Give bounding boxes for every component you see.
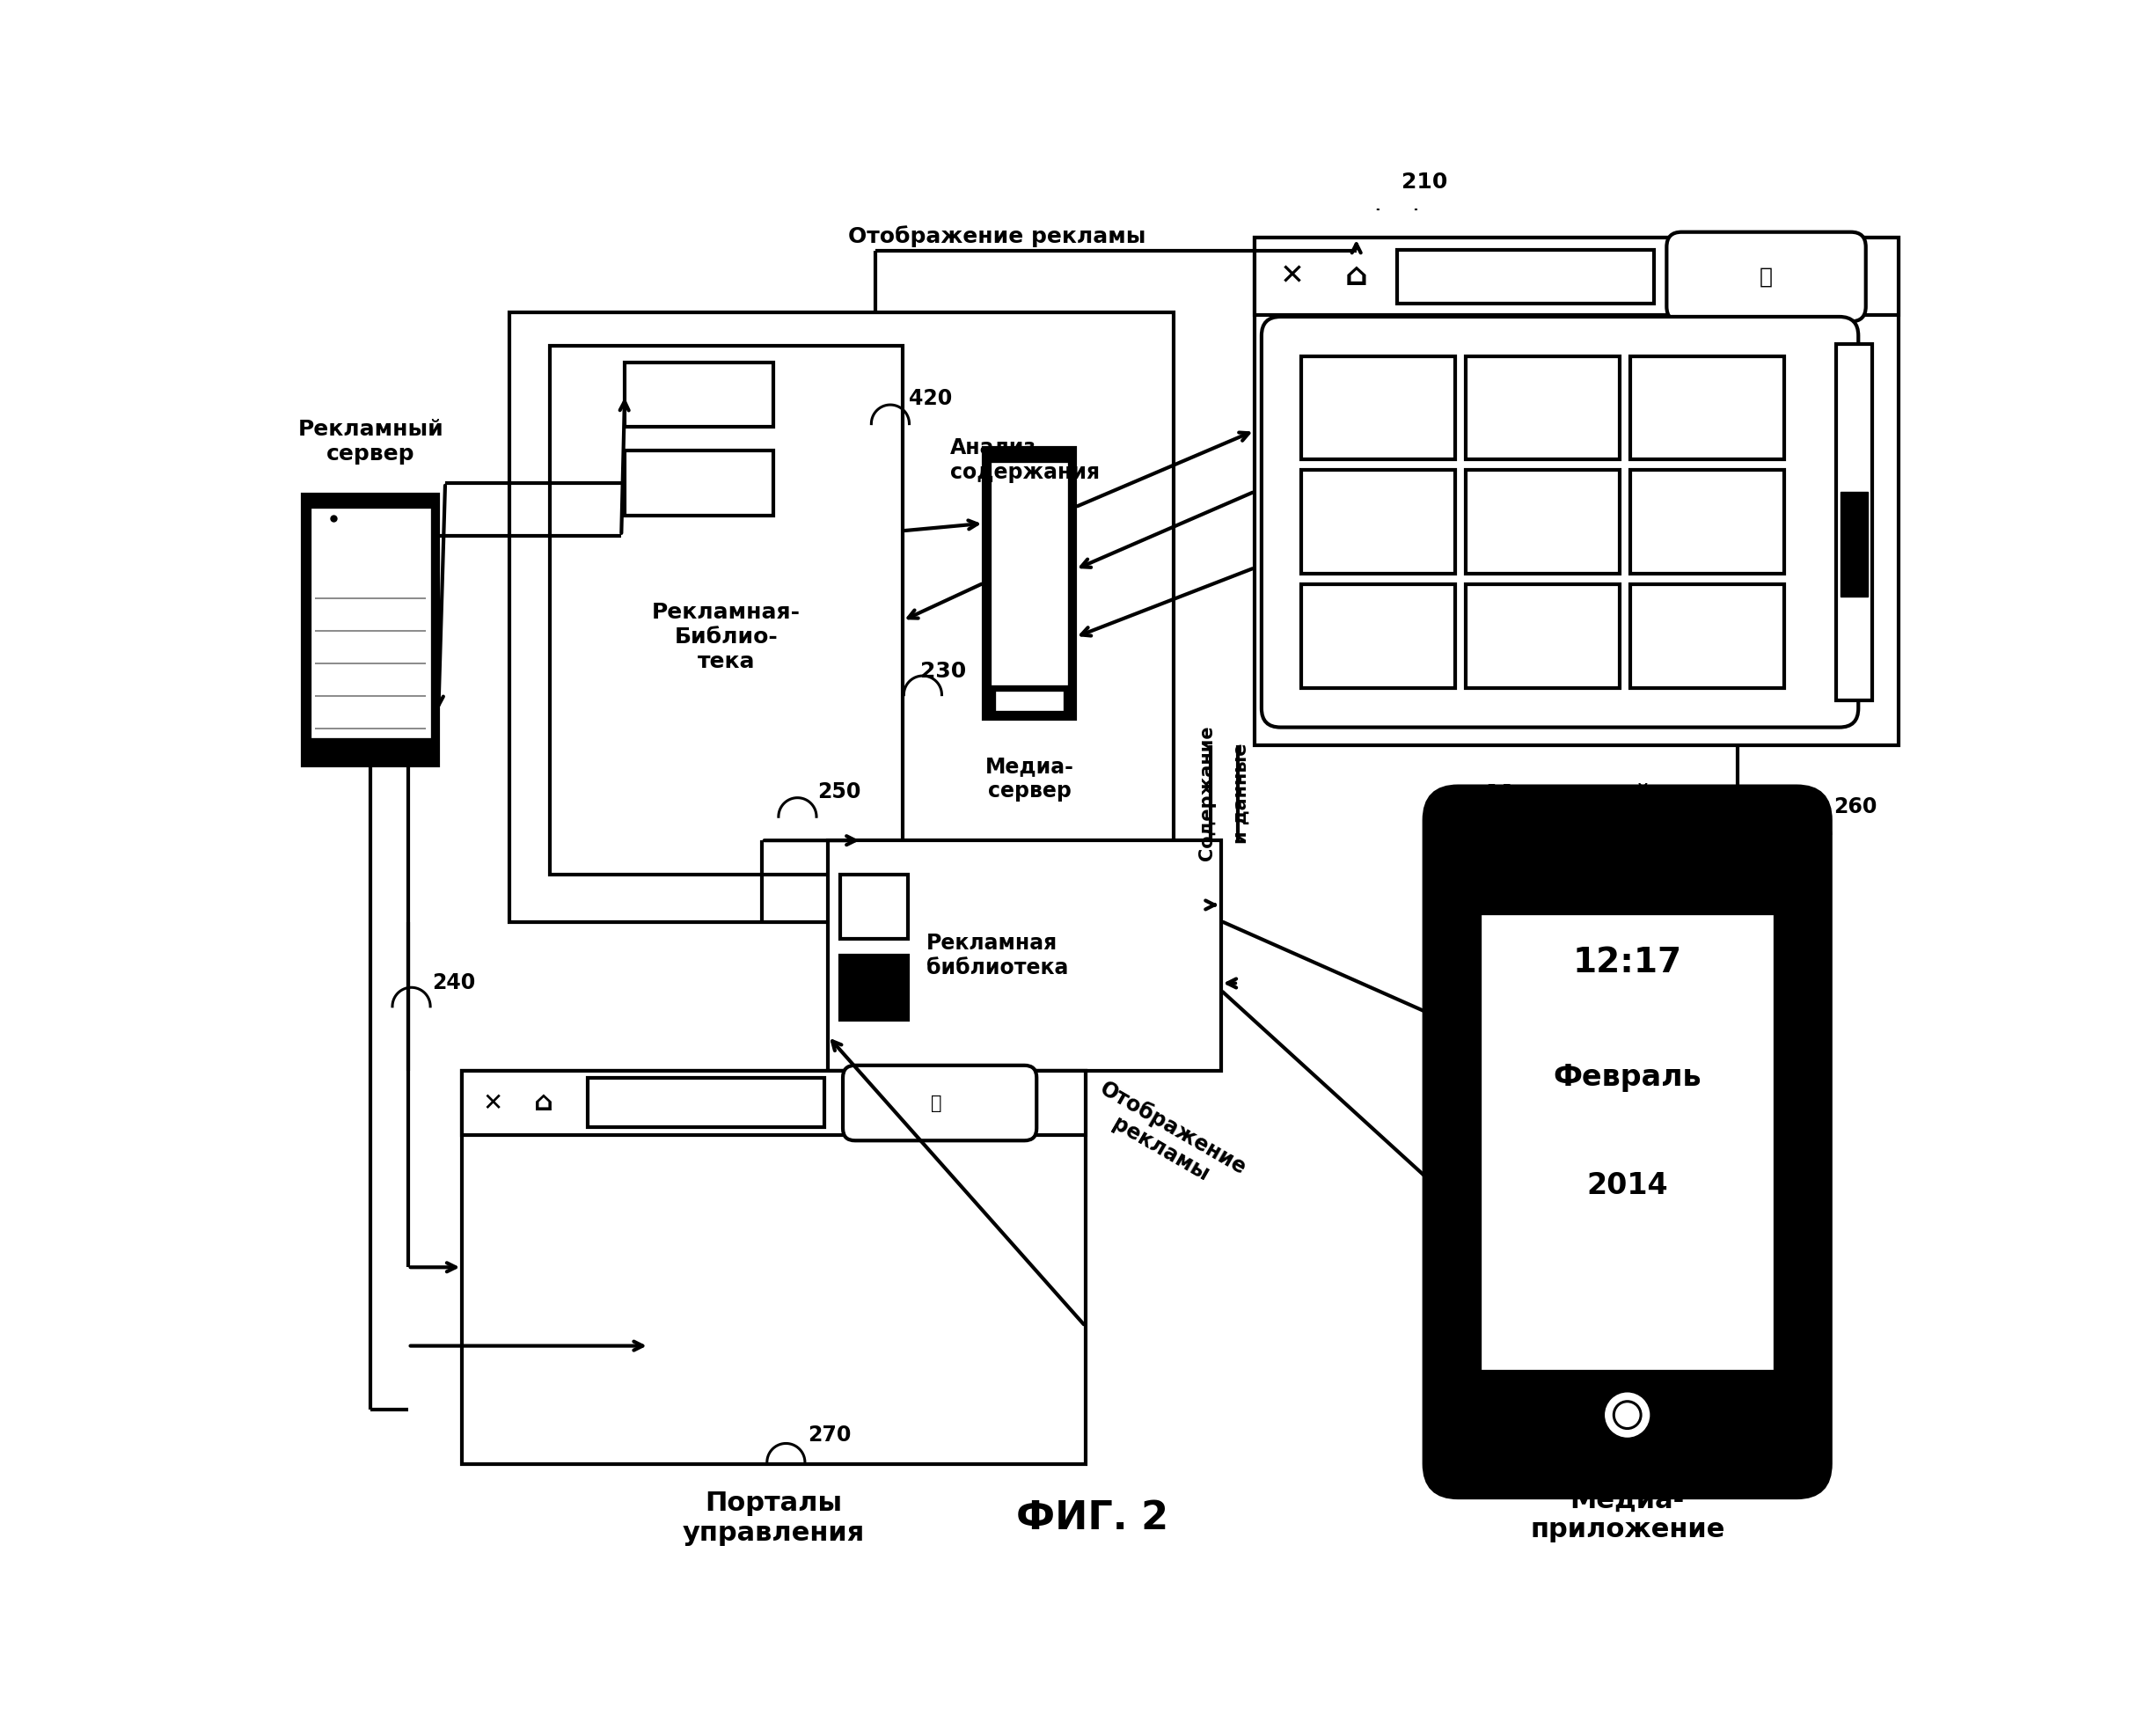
Bar [303, 495, 438, 766]
Text: Медиа-сайт: Медиа-сайт [1485, 783, 1667, 809]
Text: Рекламный
сервер: Рекламный сервер [297, 418, 444, 465]
Bar [462, 1071, 1086, 1463]
Text: 2014: 2014 [1586, 1172, 1669, 1201]
Bar [840, 875, 908, 939]
Bar [996, 691, 1062, 710]
Text: ✕: ✕ [1280, 262, 1304, 292]
Text: 12:17: 12:17 [1573, 946, 1682, 979]
Bar [549, 345, 902, 875]
FancyBboxPatch shape [1667, 233, 1866, 321]
Text: 230: 230 [921, 660, 966, 682]
Text: 420: 420 [908, 389, 953, 410]
FancyBboxPatch shape [1423, 786, 1831, 1498]
Text: Рекламная
библиотека: Рекламная библиотека [925, 932, 1068, 979]
Bar [1398, 250, 1654, 304]
Bar [827, 840, 1220, 1071]
Text: Содержание: Содержание [1199, 726, 1216, 861]
Text: ✕: ✕ [483, 1090, 502, 1115]
Bar [1301, 470, 1455, 573]
Bar [1301, 585, 1455, 687]
Bar [983, 448, 1075, 719]
Bar [1631, 585, 1784, 687]
Bar [1631, 470, 1784, 573]
Text: Февраль: Февраль [1554, 1062, 1701, 1092]
FancyBboxPatch shape [842, 1066, 1036, 1141]
Bar [992, 462, 1066, 684]
Text: 260: 260 [1834, 797, 1878, 818]
Text: Медиа-
сервер: Медиа- сервер [985, 755, 1075, 802]
Bar [1631, 356, 1784, 460]
Bar [314, 519, 425, 552]
Text: 240: 240 [432, 972, 474, 993]
Text: 210: 210 [1402, 172, 1447, 193]
Text: 🔍: 🔍 [1759, 266, 1774, 286]
Bar [509, 312, 1173, 922]
Bar [312, 509, 430, 738]
Bar [1254, 238, 1898, 745]
Bar [1301, 356, 1455, 460]
Text: и данные: и данные [1233, 743, 1250, 844]
Text: 🔍: 🔍 [932, 1094, 942, 1111]
Text: ⌂: ⌂ [1344, 262, 1368, 292]
Bar [1466, 356, 1620, 460]
Text: Отображение
рекламы: Отображение рекламы [1083, 1076, 1250, 1200]
FancyBboxPatch shape [1261, 316, 1859, 727]
Text: ФИГ. 2: ФИГ. 2 [1015, 1498, 1169, 1536]
Bar [1466, 585, 1620, 687]
Text: Медиа-
приложение: Медиа- приложение [1530, 1488, 1725, 1543]
Bar [1466, 470, 1620, 573]
Circle shape [1603, 1391, 1652, 1439]
Text: 270: 270 [808, 1425, 851, 1446]
Bar [588, 1078, 825, 1127]
Text: Рекламная-
Библио-
тека: Рекламная- Библио- тека [652, 602, 801, 672]
Bar [1836, 344, 1872, 700]
Text: Анализ
содержания: Анализ содержания [951, 437, 1101, 483]
Bar [462, 1071, 1086, 1135]
Text: Отображение рекламы: Отображение рекламы [848, 226, 1145, 248]
Bar [624, 363, 774, 427]
Bar [1840, 493, 1868, 597]
Bar [624, 451, 774, 516]
Bar [1254, 238, 1898, 316]
Bar [840, 955, 908, 1021]
Text: Порталы
управления: Порталы управления [682, 1491, 865, 1547]
Text: ⌂: ⌂ [534, 1090, 553, 1116]
Bar [1481, 915, 1774, 1370]
Text: 250: 250 [818, 781, 861, 802]
